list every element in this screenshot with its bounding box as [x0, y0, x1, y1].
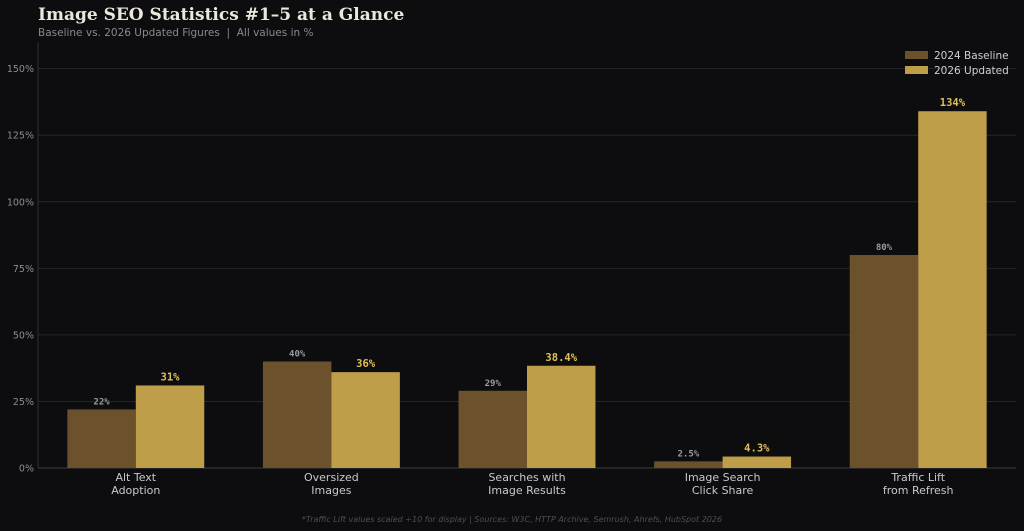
chart-subtitle: Baseline vs. 2026 Updated Figures | All … — [38, 27, 313, 39]
category-label: Image Search — [685, 471, 761, 484]
bar-updated — [135, 385, 205, 468]
bar-label-baseline: 40% — [289, 350, 306, 360]
category-label: Alt Text — [115, 471, 156, 484]
y-tick-label: 125% — [7, 131, 34, 142]
category-label: Adoption — [111, 484, 160, 497]
chart-footnote: *Traffic Lift values scaled ÷10 for disp… — [302, 515, 722, 524]
bar-label-updated: 36% — [356, 358, 376, 370]
category-label: Click Share — [692, 484, 754, 497]
bar-updated — [722, 456, 792, 468]
category-label: Images — [311, 484, 351, 497]
bar-label-updated: 4.3% — [744, 443, 770, 455]
bar-label-baseline: 22% — [93, 397, 110, 407]
y-axis-ticks: 0% 25% 50% 75% 100% 125% 150% — [7, 64, 34, 474]
bar-label-updated: 31% — [161, 371, 181, 383]
bar-labels: 22% 31% 40% 36% 29% 38.4% 2.5% 4.3% 80% 134% — [93, 97, 965, 459]
chart-title: Image SEO Statistics #1–5 at a Glance — [38, 5, 404, 25]
y-tick-label: 75% — [13, 264, 34, 275]
bar-baseline — [458, 390, 527, 468]
category-label: Oversized — [304, 471, 359, 484]
bar-baseline — [262, 361, 332, 468]
legend-swatch-updated — [905, 66, 928, 74]
bar-label-updated: 38.4% — [545, 352, 577, 364]
legend-swatch-baseline — [905, 51, 928, 59]
legend-label-baseline: 2024 Baseline — [934, 50, 1009, 62]
category-label: Image Results — [488, 484, 566, 497]
bar-baseline — [67, 409, 136, 468]
category-label: from Refresh — [883, 484, 954, 497]
bar-label-baseline: 80% — [876, 243, 893, 253]
y-tick-label: 50% — [13, 330, 34, 341]
category-label: Searches with — [488, 471, 565, 484]
bar-label-baseline: 2.5% — [678, 449, 700, 459]
bar-updated — [918, 111, 987, 468]
y-tick-label: 0% — [19, 464, 34, 475]
bar-label-updated: 134% — [940, 97, 966, 109]
legend: 2024 Baseline 2026 Updated — [905, 50, 1009, 77]
y-tick-label: 25% — [13, 397, 34, 408]
y-tick-label: 100% — [7, 197, 34, 208]
y-tick-label: 150% — [7, 64, 34, 75]
legend-label-updated: 2026 Updated — [934, 65, 1009, 77]
bars — [67, 111, 987, 468]
category-label: Traffic Lift — [890, 471, 945, 484]
bar-baseline — [849, 255, 919, 468]
bar-updated — [527, 365, 596, 468]
bar-updated — [331, 372, 400, 468]
bar-baseline — [654, 461, 723, 468]
bar-label-baseline: 29% — [485, 379, 502, 389]
